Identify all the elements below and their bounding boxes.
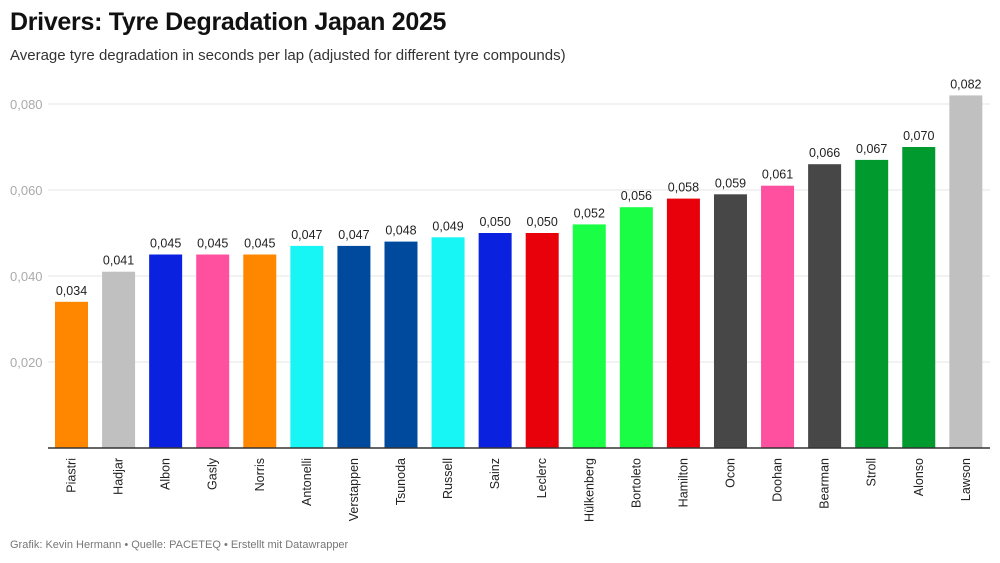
bar-albon	[149, 254, 183, 448]
category-label: Hülkenberg	[582, 458, 596, 522]
category-label: Ocon	[723, 458, 737, 488]
bar-ocon	[713, 194, 747, 448]
category-label: Sainz	[488, 458, 502, 489]
category-label: Bearman	[818, 458, 832, 509]
bar-hamilton	[666, 198, 700, 448]
value-label: 0,049	[432, 219, 463, 233]
bar-hadjar	[102, 271, 136, 448]
value-label: 0,041	[103, 254, 134, 268]
value-label: 0,061	[762, 168, 793, 182]
y-tick-label: 0,060	[10, 183, 43, 198]
value-label: 0,066	[809, 146, 840, 160]
bar-sainz	[478, 233, 512, 448]
category-label: Hamilton	[676, 458, 690, 507]
value-label: 0,034	[56, 284, 87, 298]
category-label: Russell	[441, 458, 455, 499]
bar-alonso	[902, 147, 936, 448]
value-label: 0,082	[950, 77, 981, 91]
category-label: Antonelli	[300, 458, 314, 506]
category-label: Alonso	[912, 458, 926, 496]
bar-antonelli	[290, 245, 324, 448]
category-label: Tsunoda	[394, 458, 408, 505]
category-label: Doohan	[771, 458, 785, 502]
category-label: Gasly	[206, 457, 220, 490]
category-label: Piastri	[65, 458, 79, 493]
bar-stroll	[855, 159, 889, 448]
bar-lawson	[949, 95, 983, 449]
category-label: Leclerc	[535, 458, 549, 498]
bar-bearman	[808, 164, 842, 448]
value-label: 0,045	[150, 237, 181, 251]
value-label: 0,045	[197, 237, 228, 251]
value-label: 0,058	[668, 181, 699, 195]
bar-leclerc	[525, 233, 559, 448]
value-label: 0,052	[574, 206, 605, 220]
bar-piastri	[55, 301, 88, 448]
value-label: 0,050	[527, 215, 558, 229]
y-tick-label: 0,020	[10, 355, 43, 370]
y-tick-label: 0,040	[10, 269, 43, 284]
bar-norris	[243, 254, 277, 448]
category-label: Bortoleto	[629, 458, 643, 508]
bar-doohan	[761, 185, 795, 448]
category-label: Stroll	[865, 458, 879, 486]
bar-gasly	[196, 254, 230, 448]
category-label: Hadjar	[112, 458, 126, 495]
value-label: 0,056	[621, 189, 652, 203]
category-label: Norris	[253, 458, 267, 491]
bar-bortoleto	[619, 207, 653, 448]
value-label: 0,048	[385, 224, 416, 238]
value-label: 0,047	[338, 228, 369, 242]
category-label: Lawson	[959, 458, 973, 501]
chart-subtitle: Average tyre degradation in seconds per …	[10, 47, 566, 64]
bar-verstappen	[337, 245, 371, 448]
bar-russell	[431, 237, 465, 448]
value-label: 0,047	[291, 228, 322, 242]
value-label: 0,059	[715, 176, 746, 190]
value-label: 0,050	[479, 215, 510, 229]
value-label: 0,045	[244, 237, 275, 251]
value-label: 0,067	[856, 142, 887, 156]
value-label: 0,070	[903, 129, 934, 143]
bar-hülkenberg	[572, 224, 606, 448]
bar-tsunoda	[384, 241, 418, 448]
chart-title: Drivers: Tyre Degradation Japan 2025	[10, 8, 447, 36]
y-tick-label: 0,080	[10, 97, 43, 112]
category-label: Albon	[159, 458, 173, 490]
chart-footer: Grafik: Kevin Hermann • Quelle: PACETEQ …	[10, 539, 349, 551]
category-label: Verstappen	[347, 458, 361, 521]
